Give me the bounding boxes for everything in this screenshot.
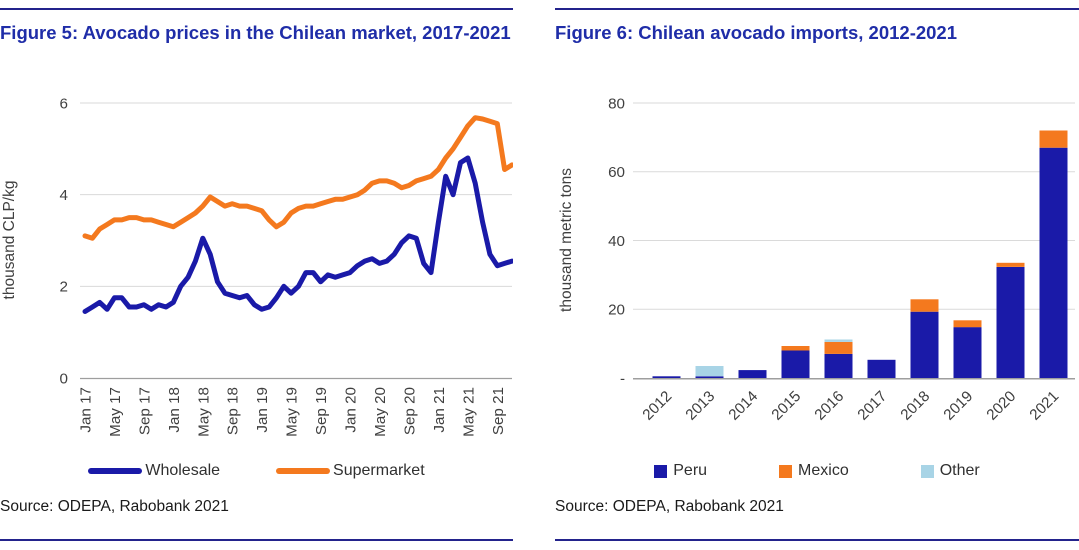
bar-2018-peru bbox=[910, 311, 939, 378]
svg-text:-: - bbox=[620, 370, 625, 387]
bar-2015-mexico bbox=[781, 346, 810, 351]
svg-text:4: 4 bbox=[60, 187, 68, 204]
figure-6-legend: Peru Mexico Other bbox=[555, 460, 1079, 482]
svg-text:2015: 2015 bbox=[768, 388, 804, 424]
svg-text:May 17: May 17 bbox=[107, 387, 124, 437]
legend-item-wholesale: Wholesale bbox=[88, 462, 220, 480]
bar-2014-peru bbox=[738, 370, 767, 378]
legend-item-supermarket: Supermarket bbox=[276, 462, 425, 480]
svg-text:Sep 18: Sep 18 bbox=[225, 387, 242, 435]
bar-2019-peru bbox=[953, 327, 982, 378]
svg-text:Sep 20: Sep 20 bbox=[401, 387, 418, 435]
wholesale-price-line bbox=[82, 155, 513, 314]
bar-2013-peru bbox=[695, 376, 724, 378]
figure-5-legend: Wholesale Supermarket bbox=[0, 460, 513, 482]
figure-6-title: Figure 6: Chilean avocado imports, 2012-… bbox=[555, 22, 958, 43]
svg-text:Jan 21: Jan 21 bbox=[431, 387, 448, 433]
wholesale-legend-label: Wholesale bbox=[145, 462, 221, 479]
supermarket-line-swatch bbox=[276, 468, 331, 474]
legend-item-other: Other bbox=[920, 462, 980, 480]
y-axis-labels: 80 60 40 20 - bbox=[608, 95, 625, 387]
x-axis-labels: Jan 17 May 17 Sep 17 Jan 18 May 18 Sep 18 Jan … bbox=[78, 387, 507, 437]
bar-2016-peru bbox=[824, 353, 853, 378]
bar-2012-peru bbox=[652, 376, 681, 378]
import-bars bbox=[652, 130, 1068, 378]
svg-text:2019: 2019 bbox=[940, 388, 976, 424]
svg-text:Jan 18: Jan 18 bbox=[166, 387, 183, 433]
svg-text:2020: 2020 bbox=[983, 388, 1019, 424]
svg-text:Jan 20: Jan 20 bbox=[343, 387, 360, 433]
svg-text:May 21: May 21 bbox=[460, 387, 477, 437]
figure-5-bottom-rule bbox=[0, 539, 513, 541]
wholesale-line-swatch bbox=[88, 468, 143, 474]
svg-text:May 18: May 18 bbox=[195, 387, 212, 437]
supermarket-price-line bbox=[82, 115, 513, 241]
svg-text:Sep 19: Sep 19 bbox=[313, 387, 330, 435]
svg-text:6: 6 bbox=[60, 95, 68, 112]
svg-text:2017: 2017 bbox=[854, 388, 890, 424]
svg-text:Sep 17: Sep 17 bbox=[136, 387, 153, 435]
figure-5-title: Figure 5: Avocado prices in the Chilean … bbox=[0, 22, 511, 43]
svg-text:Jan 17: Jan 17 bbox=[78, 387, 95, 433]
svg-text:May 20: May 20 bbox=[372, 387, 389, 437]
mexico-legend-label: Mexico bbox=[798, 462, 849, 479]
figure-6-bottom-rule bbox=[555, 539, 1079, 541]
legend-item-peru: Peru bbox=[654, 462, 707, 480]
svg-text:40: 40 bbox=[608, 233, 625, 250]
svg-text:2013: 2013 bbox=[682, 388, 718, 424]
y-axis-title: thousand metric tons bbox=[558, 168, 575, 312]
svg-text:2021: 2021 bbox=[1026, 388, 1062, 424]
x-axis-labels: 2012 2013 2014 2015 2016 2017 2018 2019 2020 2021 bbox=[639, 388, 1062, 424]
svg-text:Sep 21: Sep 21 bbox=[490, 387, 507, 435]
other-swatch bbox=[920, 464, 934, 478]
svg-text:2016: 2016 bbox=[811, 388, 847, 424]
bar-2020-peru bbox=[996, 267, 1025, 378]
mexico-swatch bbox=[779, 464, 793, 478]
figure-5-source-note: Source: ODEPA, Rabobank 2021 bbox=[0, 498, 229, 515]
svg-text:0: 0 bbox=[60, 370, 68, 387]
figure-6-source-note: Source: ODEPA, Rabobank 2021 bbox=[555, 498, 784, 515]
bar-2021-peru bbox=[1039, 147, 1068, 378]
bar-2015-peru bbox=[781, 350, 810, 378]
svg-text:80: 80 bbox=[608, 95, 625, 112]
gridlines bbox=[80, 102, 512, 380]
other-legend-label: Other bbox=[939, 462, 980, 479]
bar-2019-mexico bbox=[953, 320, 982, 328]
peru-legend-label: Peru bbox=[673, 462, 708, 479]
svg-text:2018: 2018 bbox=[897, 388, 933, 424]
bar-2013-other bbox=[695, 366, 724, 377]
bar-2018-mexico bbox=[910, 299, 939, 312]
figure-6-top-rule bbox=[555, 8, 1079, 10]
figure-5-top-rule bbox=[0, 8, 513, 10]
figure-6-panel: Figure 6: Chilean avocado imports, 2012-… bbox=[555, 0, 1079, 550]
y-axis-title: thousand CLP/kg bbox=[1, 181, 18, 300]
bar-2021-mexico bbox=[1039, 130, 1068, 148]
bar-2016-mexico bbox=[824, 341, 853, 354]
peru-swatch bbox=[654, 464, 668, 478]
legend-item-mexico: Mexico bbox=[779, 462, 849, 480]
bar-2017-peru bbox=[867, 359, 896, 378]
bar-2016-other bbox=[824, 339, 853, 342]
supermarket-legend-label: Supermarket bbox=[333, 462, 425, 479]
figure-5-panel: Figure 5: Avocado prices in the Chilean … bbox=[0, 0, 513, 550]
svg-text:60: 60 bbox=[608, 164, 625, 181]
svg-text:2: 2 bbox=[60, 279, 68, 296]
svg-text:Jan 19: Jan 19 bbox=[254, 387, 271, 433]
svg-text:2012: 2012 bbox=[639, 388, 675, 424]
y-axis-labels: 0 2 4 6 bbox=[60, 95, 68, 387]
svg-text:2014: 2014 bbox=[725, 388, 761, 424]
svg-text:20: 20 bbox=[608, 302, 625, 319]
svg-text:May 19: May 19 bbox=[284, 387, 301, 437]
bar-2020-mexico bbox=[996, 262, 1025, 267]
